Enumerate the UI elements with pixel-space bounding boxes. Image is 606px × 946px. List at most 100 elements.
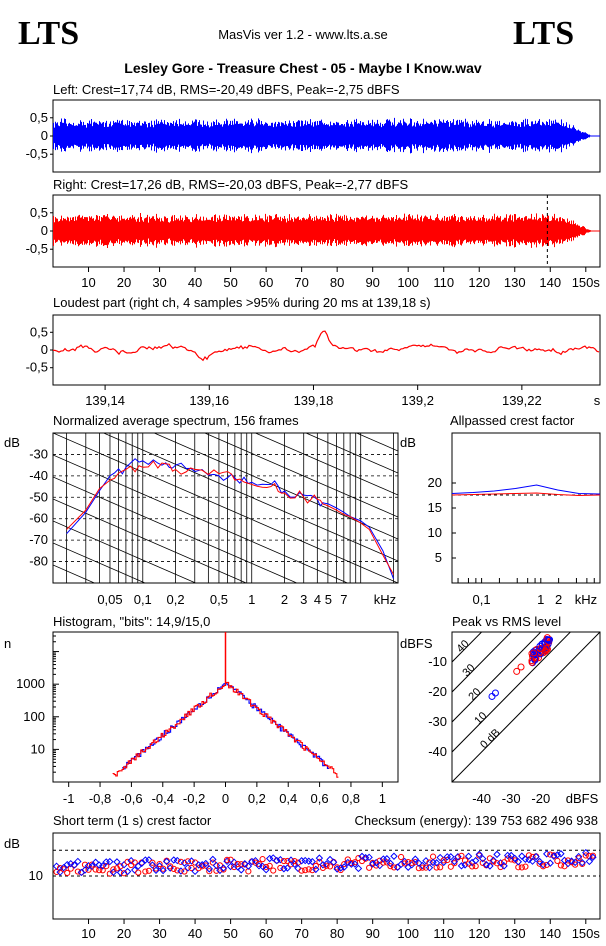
- short-crest-left-point: [447, 853, 455, 861]
- short-crest-left-point: [70, 861, 79, 869]
- histogram-xtick-label: -0,6: [120, 791, 142, 806]
- short-crest-right-point: [579, 860, 586, 867]
- short-crest-left-point: [106, 857, 114, 866]
- short-crest-left-point: [479, 855, 487, 863]
- time-xtick-label: 110: [433, 275, 454, 290]
- allpass-frame: [451, 432, 601, 584]
- histogram-xtick-label: 0,2: [248, 791, 266, 806]
- short-crest-right-point: [444, 856, 451, 864]
- peak-rms-ylabel: dBFS: [400, 636, 433, 651]
- short-crest-right-point: [383, 859, 390, 866]
- short-crest-left-point: [344, 858, 352, 867]
- short-crest-left-point: [582, 848, 590, 857]
- short-crest-left-point: [422, 857, 430, 865]
- short-crest-right-point: [291, 857, 298, 865]
- spectrum-diagonal: [53, 520, 197, 583]
- short-crest-right-point: [209, 859, 216, 866]
- short-crest-xtick-label: 20: [117, 926, 131, 941]
- short-crest-left-point: [230, 858, 238, 866]
- short-crest-left-point: [553, 851, 562, 859]
- short-crest-right-point: [92, 866, 99, 873]
- short-crest-right-point: [99, 867, 106, 874]
- short-crest-left-point: [308, 857, 316, 866]
- short-crest-left-point: [237, 866, 245, 874]
- short-crest-left-point: [500, 862, 508, 870]
- short-crest-left-point: [251, 856, 260, 865]
- short-crest-left-point: [511, 854, 519, 863]
- spectrum-diagonal: [102, 433, 398, 562]
- left-ytick-label: 0: [41, 128, 48, 143]
- loudest-xtick-label: 139,16: [189, 393, 229, 408]
- file-title: Lesley Gore - Treasure Chest - 05 - Mayb…: [124, 60, 482, 76]
- short-crest-right-point: [572, 861, 579, 868]
- spectrum-ytick-label: -80: [29, 554, 48, 569]
- histogram-xtick-label: -0,2: [183, 791, 205, 806]
- spectrum-xtick-label: 4 5: [314, 592, 332, 607]
- short-crest-left-point: [273, 856, 281, 865]
- short-crest-left-point: [514, 858, 523, 866]
- right-ytick-label: -0,5: [26, 241, 48, 256]
- short-crest-right-point: [263, 863, 270, 871]
- histogram-xtick-label: -1: [63, 791, 75, 806]
- spectrum-xtick-label: 7: [340, 592, 347, 607]
- short-crest-right-point: [508, 856, 515, 863]
- short-crest-xtick-label: 120: [468, 926, 490, 941]
- short-crest-right-point: [156, 860, 163, 868]
- short-crest-left-point: [557, 850, 565, 858]
- loudest-xtick-label: 139,2: [401, 393, 434, 408]
- loudest-xunit: s: [594, 393, 601, 408]
- allpass-xtick-label: 1: [537, 592, 544, 607]
- peak-rms-diagonal: [452, 632, 572, 753]
- peak-rms-frame: [451, 631, 601, 783]
- peak-rms-diagonal: [452, 632, 483, 663]
- right-ytick-label: 0: [41, 223, 48, 238]
- histogram-xtick-label: 0: [222, 791, 229, 806]
- short-crest-left-point: [102, 858, 110, 866]
- short-crest-right-point: [493, 860, 501, 867]
- time-xtick-label: 100: [397, 275, 419, 290]
- peak-rms-diagonal: [452, 632, 542, 723]
- short-crest-left-point: [379, 855, 388, 863]
- spectrum-xtick-label: 0,05: [97, 592, 122, 607]
- short-crest-left-point: [574, 852, 583, 861]
- short-crest-right-point: [195, 865, 202, 872]
- short-crest-left-point: [450, 857, 459, 866]
- checksum: Checksum (energy): 139 753 682 496 938: [354, 813, 598, 828]
- right-ytick-label: 0,5: [30, 205, 48, 220]
- short-crest-right-point: [323, 862, 330, 869]
- left-wave-title: Left: Crest=17,74 dB, RMS=-20,49 dBFS, P…: [53, 82, 400, 97]
- allpass-ytick-label: 20: [428, 475, 442, 490]
- short-crest-left-point: [578, 858, 586, 867]
- short-crest-right-point: [575, 855, 582, 862]
- peak-rms-point: [517, 663, 525, 671]
- short-crest-right-point: [74, 868, 81, 875]
- short-crest-left-point: [351, 860, 359, 868]
- short-crest-left-point: [550, 852, 558, 860]
- short-crest-right-point: [160, 865, 167, 872]
- short-crest-left-point: [91, 858, 100, 866]
- short-crest-right-point: [419, 864, 426, 871]
- histogram-xtick-label: -0,4: [152, 791, 174, 806]
- histogram-xtick-label: 0,6: [311, 791, 329, 806]
- left-ytick-label: -0,5: [26, 146, 48, 161]
- short-crest-left-point: [162, 857, 171, 866]
- short-crest-ytick-label: 10: [29, 868, 43, 883]
- short-crest-right-point: [64, 869, 71, 877]
- histogram-ytick-label: 10: [31, 741, 45, 756]
- left-ytick-label: 0,5: [30, 110, 48, 125]
- short-crest-left-point: [269, 854, 277, 862]
- spectrum-title: Normalized average spectrum, 156 frames: [53, 413, 299, 428]
- short-crest-right-point: [177, 858, 184, 865]
- peak-rms-ytick-label: -10: [428, 654, 447, 669]
- short-crest-right-point: [259, 856, 266, 863]
- short-crest-left-point: [589, 853, 597, 861]
- short-crest-left-point: [138, 859, 146, 867]
- short-crest-right-point: [351, 859, 359, 866]
- peak-rms-point: [545, 636, 553, 644]
- short-crest-right-point: [280, 857, 287, 865]
- allpass-ytick-label: 15: [428, 500, 442, 515]
- time-xtick-label: 70: [294, 275, 308, 290]
- short-crest-left-point: [535, 857, 544, 866]
- time-xtick-label: 20: [117, 275, 131, 290]
